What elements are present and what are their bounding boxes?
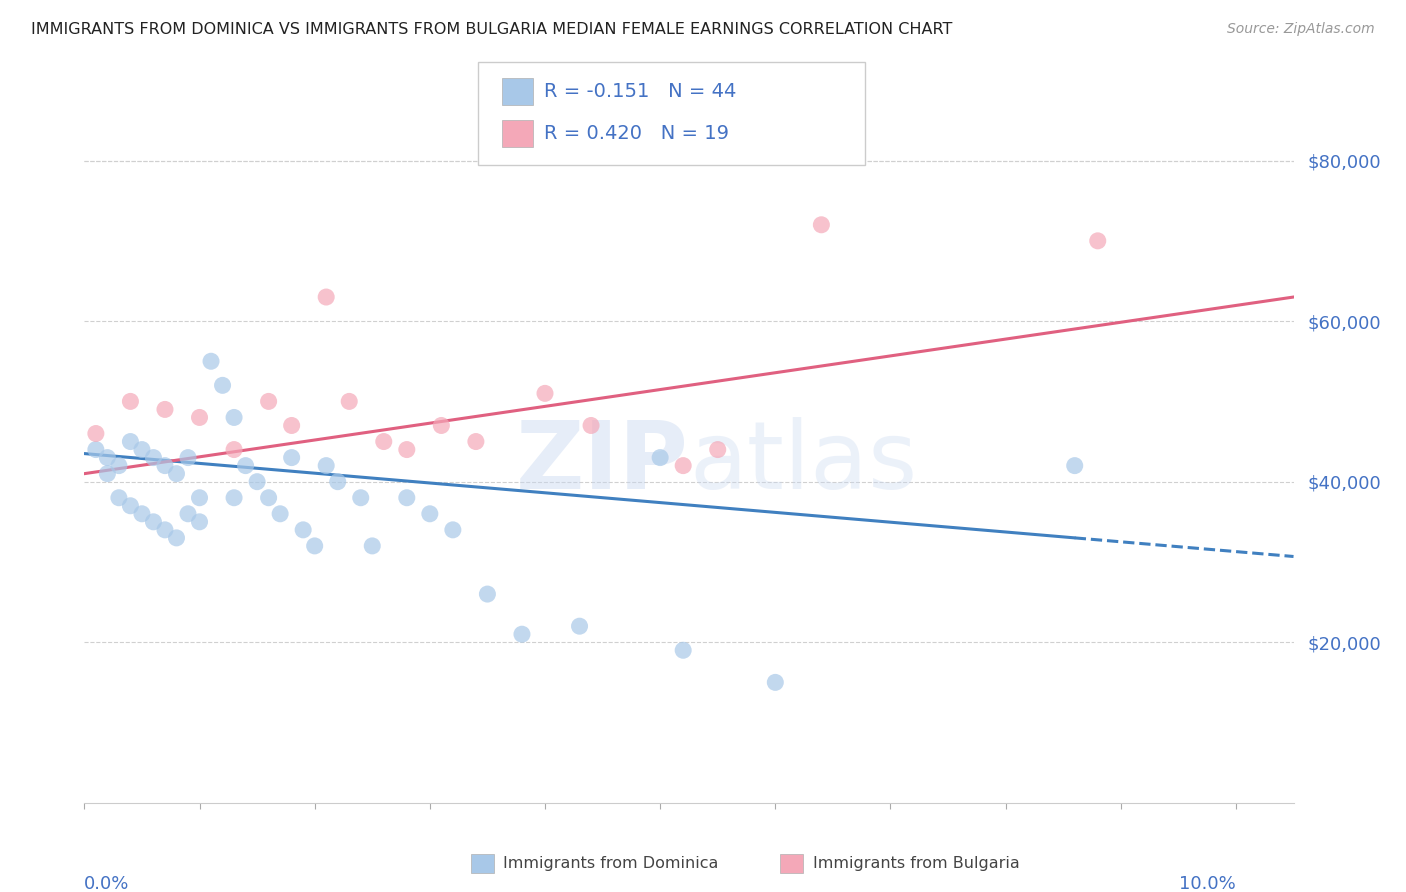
Point <box>96 450 118 465</box>
Text: R = -0.151   N = 44: R = -0.151 N = 44 <box>544 82 737 102</box>
Point <box>257 491 280 505</box>
Point <box>477 587 499 601</box>
Point <box>579 418 602 433</box>
Point <box>672 458 695 473</box>
Point <box>373 434 395 449</box>
Point <box>188 515 211 529</box>
Point <box>706 442 728 457</box>
Point <box>188 491 211 505</box>
Point <box>188 410 211 425</box>
Text: Immigrants from Bulgaria: Immigrants from Bulgaria <box>813 856 1019 871</box>
Point <box>211 378 233 392</box>
Point <box>153 523 176 537</box>
Point <box>222 410 245 425</box>
Point <box>120 499 142 513</box>
Point <box>235 458 257 473</box>
Point <box>1087 234 1109 248</box>
Point <box>650 450 672 465</box>
Point <box>153 458 176 473</box>
Point <box>131 442 153 457</box>
Point <box>142 515 165 529</box>
Point <box>96 467 118 481</box>
Text: Source: ZipAtlas.com: Source: ZipAtlas.com <box>1227 22 1375 37</box>
Text: ZIP: ZIP <box>516 417 689 509</box>
Point <box>108 491 131 505</box>
Point <box>419 507 441 521</box>
Point <box>280 418 302 433</box>
Point <box>280 450 302 465</box>
Text: Immigrants from Dominica: Immigrants from Dominica <box>503 856 718 871</box>
Point <box>177 507 200 521</box>
Point <box>395 491 418 505</box>
Point <box>246 475 269 489</box>
Point <box>257 394 280 409</box>
Point <box>304 539 326 553</box>
Text: 0.0%: 0.0% <box>84 875 129 892</box>
Point <box>120 434 142 449</box>
Point <box>326 475 349 489</box>
Point <box>200 354 222 368</box>
Point <box>177 450 200 465</box>
Point <box>350 491 373 505</box>
Text: atlas: atlas <box>689 417 917 509</box>
Point <box>510 627 533 641</box>
Point <box>672 643 695 657</box>
Point <box>464 434 486 449</box>
Point <box>269 507 291 521</box>
Point <box>315 290 337 304</box>
Point <box>315 458 337 473</box>
Point <box>84 426 107 441</box>
Point <box>222 491 245 505</box>
Point <box>108 458 131 473</box>
Point <box>361 539 384 553</box>
Point <box>153 402 176 417</box>
Point <box>84 442 107 457</box>
Point <box>142 450 165 465</box>
Point <box>337 394 360 409</box>
Point <box>534 386 557 401</box>
Point <box>292 523 315 537</box>
Text: R = 0.420   N = 19: R = 0.420 N = 19 <box>544 124 730 144</box>
Point <box>131 507 153 521</box>
Point <box>568 619 591 633</box>
Point <box>166 467 188 481</box>
Point <box>810 218 832 232</box>
Text: IMMIGRANTS FROM DOMINICA VS IMMIGRANTS FROM BULGARIA MEDIAN FEMALE EARNINGS CORR: IMMIGRANTS FROM DOMINICA VS IMMIGRANTS F… <box>31 22 952 37</box>
Point <box>430 418 453 433</box>
Point <box>763 675 786 690</box>
Point <box>441 523 464 537</box>
Point <box>120 394 142 409</box>
Point <box>395 442 418 457</box>
Point <box>166 531 188 545</box>
Point <box>222 442 245 457</box>
Point <box>1063 458 1085 473</box>
Text: 10.0%: 10.0% <box>1180 875 1236 892</box>
